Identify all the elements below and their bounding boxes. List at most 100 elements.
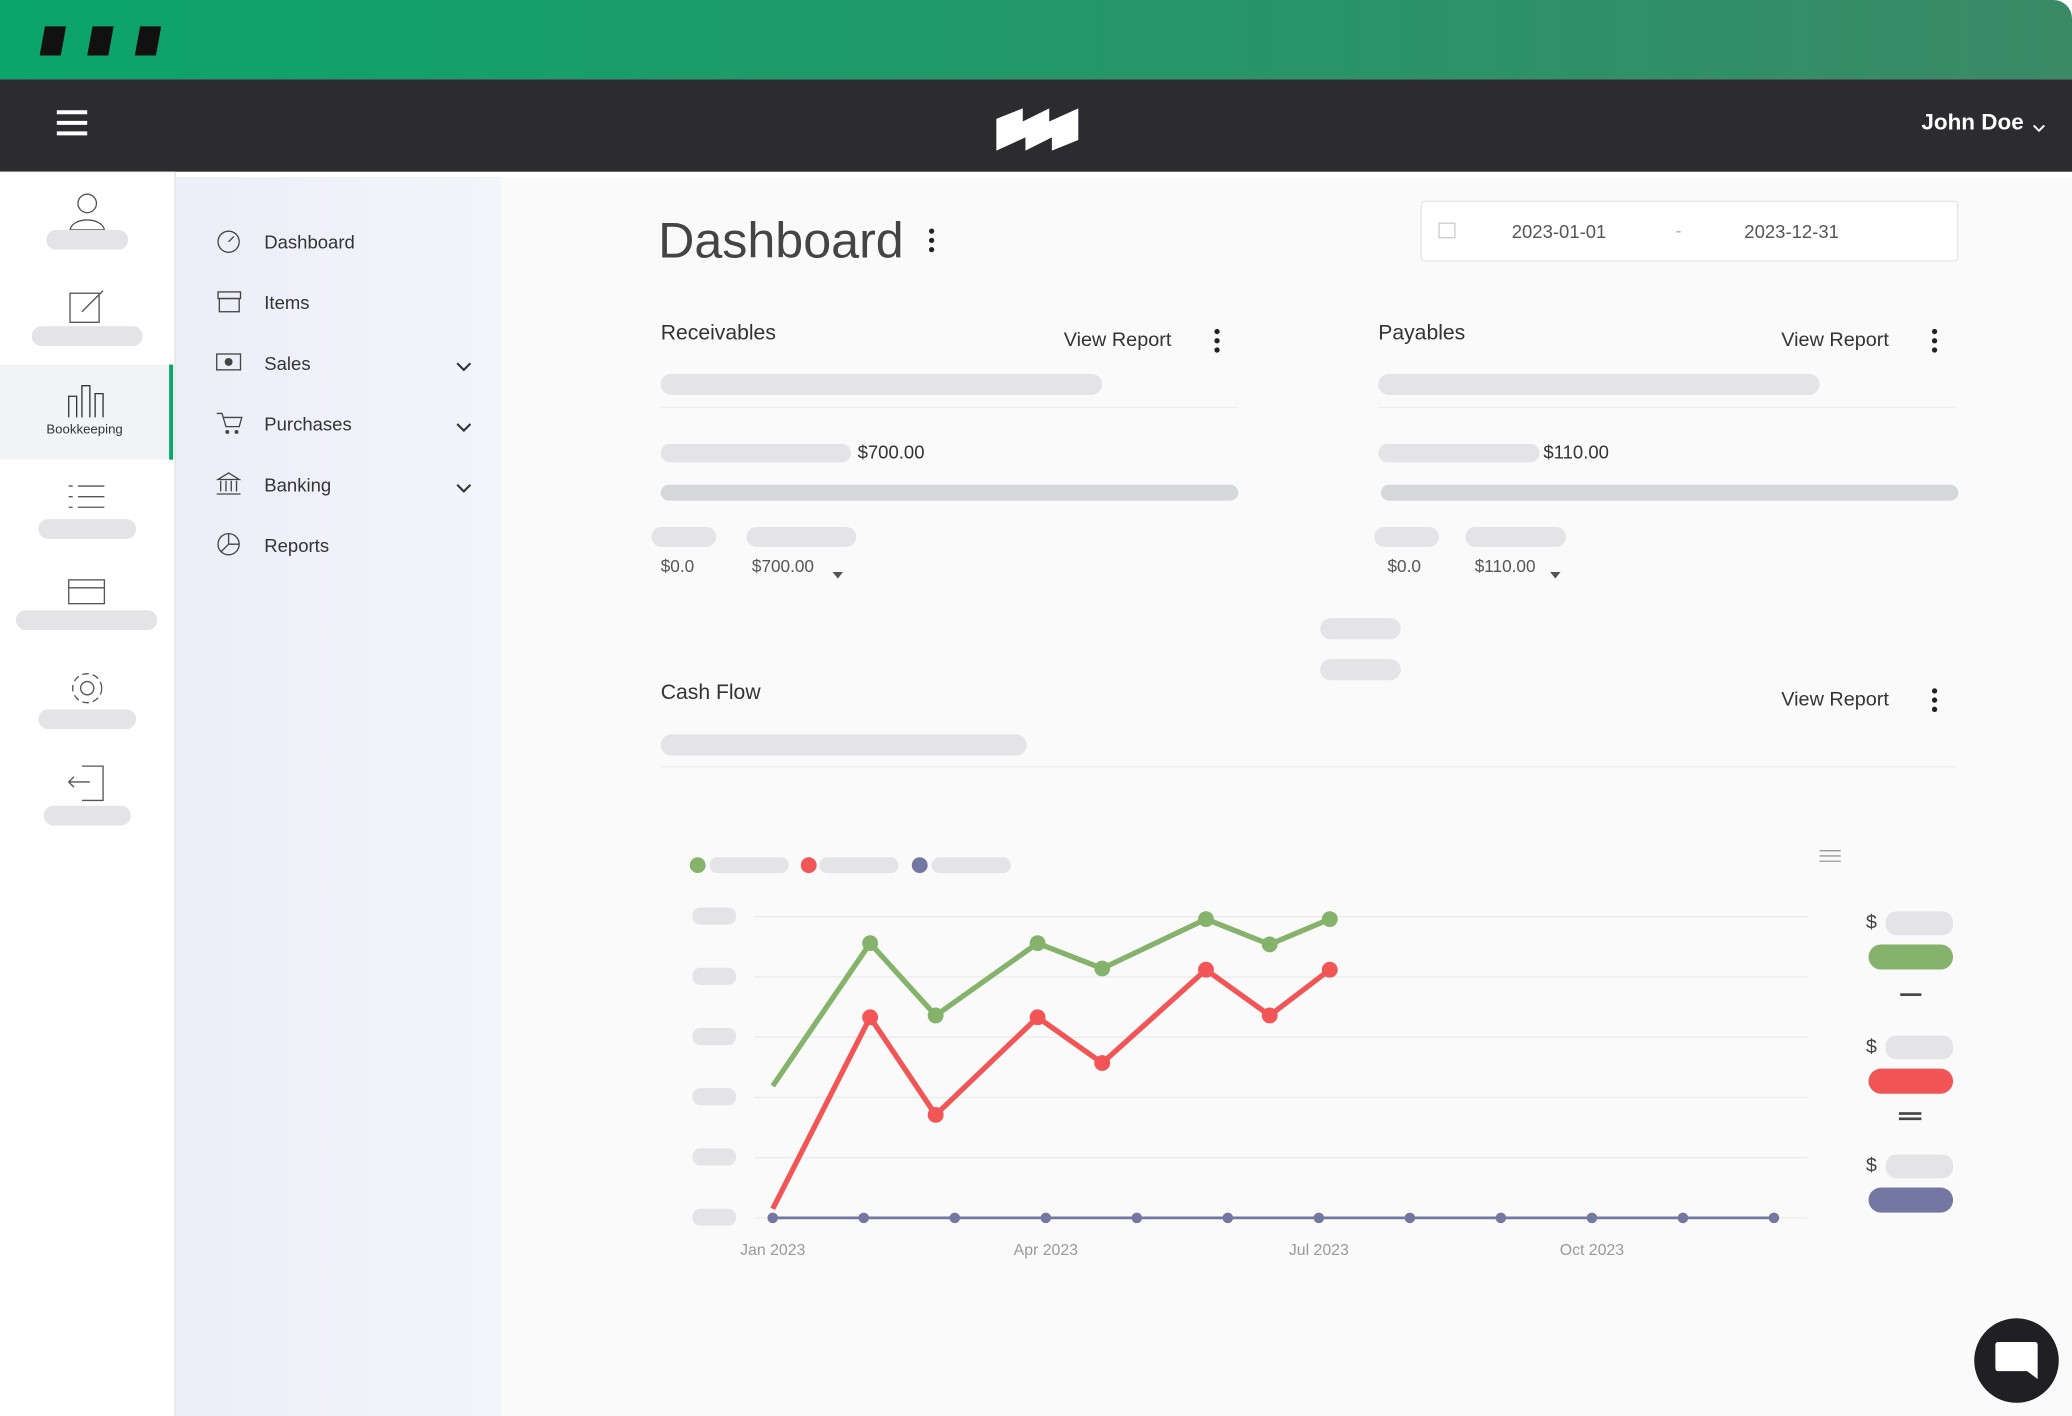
data-point (1586, 1212, 1598, 1224)
x-tick-label: Jan 2023 (740, 1242, 805, 1259)
cash-flow-chart: Jan 2023 Apr 2023 Jul 2023 Oct 2023 (689, 849, 1841, 1259)
icon-sidebar: Bookkeeping (0, 171, 176, 1416)
user-menu[interactable]: John Doe (1921, 109, 2024, 135)
y-tick-label-skeleton (692, 1088, 737, 1106)
x-tick-label: Oct 2023 (1560, 1242, 1624, 1259)
data-point (1131, 1212, 1143, 1224)
page-title: Dashboard (658, 213, 904, 270)
data-point (858, 1212, 870, 1224)
more-button[interactable] (1928, 684, 1941, 718)
skeleton (660, 373, 1103, 395)
chevron (2032, 124, 2045, 133)
data-point (1321, 911, 1338, 928)
data-point (1198, 961, 1214, 978)
menu-item[interactable]: Banking (264, 474, 332, 496)
skeleton (1465, 527, 1566, 547)
data-point (1495, 1212, 1507, 1224)
skeleton (660, 443, 852, 463)
series-line (770, 967, 1332, 1211)
data-point (927, 1007, 944, 1024)
menu-icon[interactable] (215, 227, 244, 256)
data-point (1313, 1212, 1325, 1224)
skeleton (1885, 1154, 1954, 1179)
menu-icon[interactable] (215, 409, 244, 438)
menu-item[interactable]: Dashboard (264, 231, 355, 253)
icon[interactable] (66, 285, 108, 327)
menu-icon[interactable] (215, 470, 244, 499)
more-button[interactable] (925, 225, 938, 259)
data-point (1040, 1212, 1052, 1224)
range-low: $0.0 (660, 556, 695, 576)
date-from: 2023-01-01 (1511, 220, 1607, 242)
legend-swatch (1868, 1068, 1954, 1094)
skeleton (1378, 443, 1540, 463)
menu-item[interactable]: Items (264, 291, 310, 314)
chevron[interactable] (455, 478, 474, 493)
progress-bar (660, 484, 1239, 501)
icon[interactable] (66, 761, 108, 803)
data-point (1768, 1212, 1780, 1224)
section-title: Cash Flow (660, 681, 761, 705)
divider (1900, 993, 1922, 996)
amount: $700.00 (857, 441, 925, 463)
data-point (1261, 1007, 1278, 1024)
x-tick-label: Apr 2023 (1014, 1242, 1079, 1259)
nav-active[interactable]: Bookkeeping (0, 364, 174, 460)
y-tick-label-skeleton (692, 1148, 737, 1166)
series-line (770, 916, 1331, 1088)
skeleton (1885, 911, 1954, 936)
data-point (862, 935, 879, 952)
data-point (1198, 911, 1214, 928)
legend-symbol: $ (1865, 1035, 1877, 1059)
y-tick-label-skeleton (692, 907, 737, 925)
data-point (927, 1106, 944, 1123)
legend-swatch (1868, 1187, 1954, 1213)
date-range[interactable]: 2023-01-01 - 2023-12-31 (1420, 200, 1959, 262)
data-point (1094, 1055, 1111, 1071)
data-point (862, 1009, 879, 1026)
date-separator: - (1675, 220, 1682, 241)
data-point (1094, 960, 1111, 977)
icon[interactable] (66, 190, 108, 232)
legend-symbol: $ (1865, 1154, 1877, 1177)
data-point (1404, 1212, 1416, 1224)
progress-bar (1380, 484, 1959, 501)
view-report-link[interactable]: View Report (1781, 688, 1889, 711)
icon[interactable] (66, 667, 108, 709)
range-high[interactable]: $700.00 (751, 556, 815, 576)
view-report-link[interactable]: View Report (1063, 328, 1172, 352)
chat-button[interactable] (1974, 1318, 2059, 1403)
menu-icon[interactable] (215, 531, 244, 560)
chevron[interactable] (455, 357, 474, 372)
card-title: Receivables (660, 322, 776, 345)
skeleton (746, 527, 857, 547)
top-bar: John Doe (0, 79, 2072, 172)
menu-item[interactable]: Purchases (264, 413, 352, 435)
skeleton (1374, 527, 1440, 547)
data-point (1321, 961, 1338, 978)
legend-swatch (1868, 944, 1954, 970)
data-point (767, 1212, 779, 1224)
chevron[interactable] (455, 417, 474, 433)
view-report-link[interactable]: View Report (1781, 328, 1889, 352)
data-point (949, 1212, 961, 1224)
dropdown (832, 563, 844, 579)
divider (1898, 1112, 1922, 1121)
icon[interactable] (66, 576, 108, 608)
nav-label: Bookkeeping (46, 422, 123, 438)
menu-icon[interactable] (215, 288, 244, 317)
more-button[interactable] (1928, 325, 1941, 359)
logo (996, 108, 1079, 151)
more-button[interactable] (1210, 325, 1223, 359)
icon[interactable] (66, 478, 108, 515)
menu-item[interactable]: Sales (264, 352, 311, 374)
menu-button[interactable] (56, 108, 90, 137)
range-high[interactable]: $110.00 (1474, 556, 1536, 576)
title-bar (0, 0, 2072, 80)
menu-icon[interactable] (215, 349, 244, 378)
x-tick-label: Jul 2023 (1289, 1242, 1349, 1259)
legend-symbol: $ (1865, 911, 1877, 934)
menu-item[interactable]: Reports (264, 534, 330, 557)
divider (1378, 406, 1956, 409)
